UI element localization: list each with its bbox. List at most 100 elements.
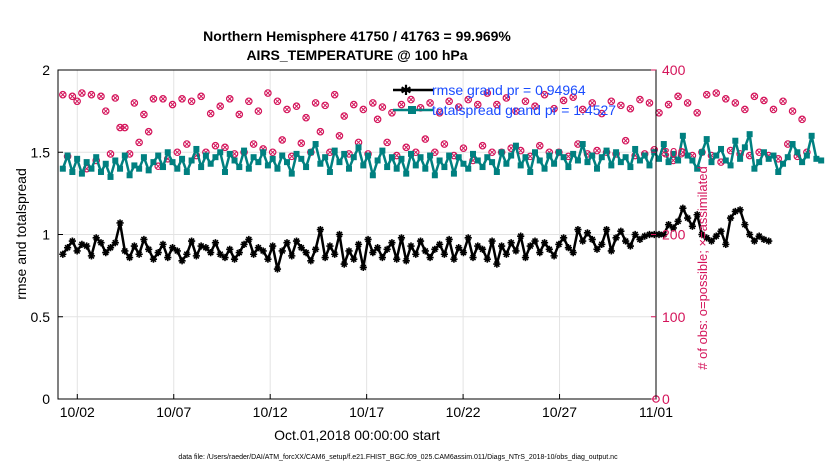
obs-possible-point bbox=[464, 95, 473, 104]
rmse-point bbox=[92, 234, 100, 242]
obs-possible-point bbox=[645, 99, 654, 107]
y-tick-label: 1.5 bbox=[31, 144, 51, 160]
totalspread-point bbox=[336, 159, 343, 166]
totalspread-point bbox=[441, 164, 448, 171]
obs-possible-circle bbox=[173, 148, 182, 157]
totalspread-point bbox=[369, 172, 376, 179]
obs-possible-circle bbox=[388, 108, 396, 117]
rmse-point bbox=[741, 221, 749, 229]
rmse-point bbox=[383, 245, 391, 253]
totalspread-point bbox=[298, 155, 305, 162]
obs-assimilated-cross bbox=[780, 98, 786, 104]
obs-possible-point bbox=[750, 92, 759, 101]
rmse-point bbox=[87, 252, 96, 260]
rmse-point bbox=[145, 245, 153, 253]
rmse-point bbox=[83, 242, 91, 250]
obs-possible-circle bbox=[135, 138, 143, 147]
obs-assimilated-cross bbox=[189, 98, 195, 104]
totalspread-point bbox=[307, 149, 314, 156]
rmse-point bbox=[369, 248, 377, 257]
obs-possible-circle bbox=[626, 104, 635, 113]
obs-assimilated-cross bbox=[561, 97, 567, 103]
totalspread-point bbox=[703, 136, 710, 143]
obs-possible-point bbox=[454, 103, 463, 111]
rmse-point bbox=[631, 230, 639, 239]
totalspread-point bbox=[741, 144, 748, 151]
obs-possible-point bbox=[693, 108, 701, 117]
rmse-point bbox=[478, 245, 487, 253]
rmse-point bbox=[159, 240, 167, 248]
rmse-point bbox=[312, 245, 320, 253]
rmse-point bbox=[664, 221, 673, 229]
x-tick-label: 10/17 bbox=[349, 404, 384, 420]
totalspread-point bbox=[794, 149, 801, 156]
obs-possible-circle bbox=[741, 105, 749, 114]
rmse-point bbox=[288, 252, 296, 260]
rmse-point bbox=[121, 247, 129, 255]
obs-possible-point bbox=[512, 107, 520, 115]
obs-possible-point bbox=[297, 139, 306, 148]
obs-assimilated-cross bbox=[770, 106, 777, 113]
totalspread-point bbox=[493, 168, 500, 175]
obs-possible-point bbox=[431, 148, 439, 157]
obs-possible-point bbox=[144, 127, 153, 136]
obs-assimilated-cross bbox=[427, 100, 433, 106]
totalspread-point bbox=[808, 132, 815, 139]
obs-assimilated-cross bbox=[346, 151, 352, 157]
obs-possible-point bbox=[73, 97, 81, 106]
rmse-point bbox=[426, 253, 434, 262]
chart-title: Northern Hemisphere 41750 / 41763 = 99.9… bbox=[203, 28, 511, 44]
obs-assimilated-cross bbox=[689, 152, 695, 159]
rmse-point bbox=[688, 222, 697, 230]
totalspread-point bbox=[698, 149, 705, 156]
legend-spread-marker bbox=[408, 106, 416, 114]
obs-assimilated-cross bbox=[246, 98, 252, 104]
obs-possible-point bbox=[168, 100, 177, 109]
obs-possible-point bbox=[626, 104, 635, 113]
rmse-point bbox=[102, 248, 110, 257]
obs-possible-point bbox=[440, 140, 449, 148]
obs-possible-circle bbox=[78, 89, 86, 97]
totalspread-point bbox=[565, 164, 572, 171]
rmse-point bbox=[669, 224, 677, 232]
obs-assimilated-cross bbox=[799, 116, 805, 122]
obs-possible-circle bbox=[292, 102, 301, 110]
obs-possible-point bbox=[130, 99, 139, 107]
obs-possible-point bbox=[493, 100, 501, 109]
totalspread-point bbox=[112, 157, 119, 164]
rmse-point bbox=[340, 260, 348, 268]
obs-possible-circle bbox=[216, 102, 225, 110]
totalspread-point bbox=[164, 149, 171, 156]
obs-possible-point bbox=[435, 108, 444, 117]
rmse-point bbox=[469, 253, 477, 262]
obs-assimilated-cross bbox=[656, 110, 662, 116]
totalspread-point bbox=[241, 147, 248, 154]
obs-possible-point bbox=[68, 92, 77, 101]
obs-assimilated-cross bbox=[747, 152, 753, 159]
x-tick-label: 10/07 bbox=[156, 404, 191, 420]
x-tick-label: 10/12 bbox=[253, 404, 288, 420]
totalspread-point bbox=[536, 157, 543, 164]
obs-possible-circle bbox=[321, 101, 329, 110]
legend: ✱ rmse grand pr = 0.94964 totalspread gr… bbox=[393, 82, 616, 118]
totalspread-point bbox=[117, 165, 124, 172]
obs-possible-circle bbox=[421, 135, 430, 143]
totalspread-point bbox=[675, 157, 682, 164]
obs-possible-circle bbox=[478, 141, 487, 150]
rmse-point bbox=[560, 234, 568, 242]
obs-assimilated-cross bbox=[627, 106, 633, 112]
totalspread-point bbox=[145, 167, 152, 174]
totalspread-point bbox=[760, 149, 767, 156]
totalspread-point bbox=[512, 142, 519, 149]
obs-possible-circle bbox=[101, 107, 110, 115]
obs-assimilated-cross bbox=[389, 110, 395, 116]
obs-possible-circle bbox=[440, 140, 449, 148]
rmse-point bbox=[693, 211, 701, 219]
totalspread-point bbox=[193, 145, 200, 152]
obs-possible-point bbox=[87, 90, 96, 99]
obs-assimilated-cross bbox=[432, 149, 438, 155]
obs-possible-point bbox=[140, 110, 148, 119]
totalspread-point bbox=[417, 154, 424, 161]
obs-possible-circle bbox=[311, 99, 320, 107]
